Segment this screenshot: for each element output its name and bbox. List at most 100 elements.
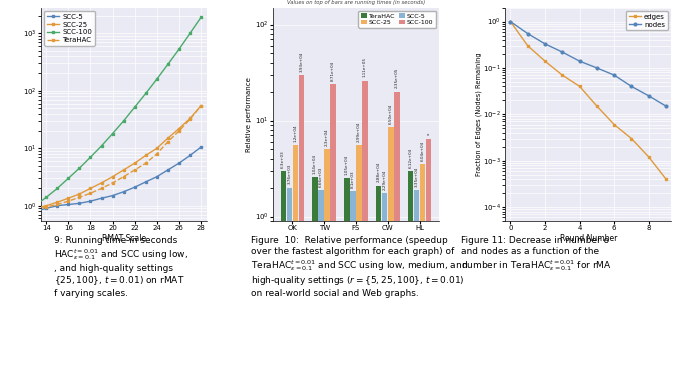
SCC-25 [108,174,117,179]
SCC-100 [175,47,183,51]
SCC-5 [175,161,183,165]
SCC-5 [131,185,139,189]
SCC-5 [75,201,83,206]
TeraHAC [64,199,73,203]
TeraHAC [186,117,194,122]
Bar [388,127,393,381]
edges [593,104,601,109]
SCC-5 [164,168,172,172]
TeraHAC [175,129,183,133]
nodes [662,104,670,109]
TeraHAC [153,152,161,156]
TeraHAC [98,186,106,191]
SCC-100 [197,15,205,19]
SCC-25 [175,126,183,131]
Bar [344,178,350,381]
SCC-5 [186,153,194,158]
Text: 1.2e+04: 1.2e+04 [294,125,298,142]
Bar [319,190,324,381]
SCC-25 [131,161,139,165]
edges [558,73,566,77]
SCC-100 [142,91,150,96]
TeraHAC [131,168,139,172]
Text: Values on top of bars are running times (in seconds): Values on top of bars are running times … [287,0,425,5]
SCC-25 [86,186,94,191]
SCC-25 [197,103,205,108]
Text: 1.11e+05: 1.11e+05 [363,58,367,77]
Bar [356,146,361,381]
TeraHAC [108,181,117,185]
Y-axis label: Fraction of Edges (Nodes) Remaining: Fraction of Edges (Nodes) Remaining [475,53,482,176]
Text: 6.50e+04: 6.50e+04 [388,104,393,124]
nodes [593,66,601,70]
edges [645,155,653,159]
SCC-100 [98,144,106,148]
nodes [627,84,635,89]
Bar [394,92,399,381]
SCC-100 [131,105,139,109]
Text: 2.88e+04: 2.88e+04 [377,162,381,182]
X-axis label: RMAT Scale: RMAT Scale [102,234,146,243]
Bar [420,164,425,381]
SCC-5 [142,179,150,184]
edges [576,84,584,89]
Line: nodes: nodes [509,20,667,107]
SCC-25 [164,136,172,141]
Text: 3.93e+04: 3.93e+04 [300,51,303,72]
nodes [523,31,532,36]
Bar [281,171,286,381]
Bar [426,139,431,381]
SCC-25 [42,203,50,208]
nodes [558,50,566,54]
TeraHAC [119,174,127,179]
TeraHAC [53,202,61,207]
TeraHAC [31,208,39,212]
TeraHAC [75,195,83,200]
edges [627,136,635,141]
Text: 8.71e+04: 8.71e+04 [331,61,335,81]
Bar [414,190,419,381]
SCC-5 [31,209,39,214]
Text: 2.29e+04: 2.29e+04 [383,170,386,190]
SCC-5 [153,174,161,179]
SCC-5 [197,145,205,149]
Bar [313,177,318,381]
Legend: TeraHAC, SCC-25, SCC-5, SCC-100: TeraHAC, SCC-25, SCC-5, SCC-100 [359,11,436,28]
nodes [576,59,584,64]
edges [662,177,670,181]
SCC-100 [64,176,73,181]
SCC-25 [98,181,106,185]
Text: 9: Running time in seconds
HAC$_{{\epsilon=0.1}}^{{t=0.01}}$ and SCC using low,
: 9: Running time in seconds HAC$_{{\epsil… [54,236,188,298]
SCC-25 [64,196,73,200]
SCC-25 [31,206,39,211]
nodes [541,42,549,46]
Text: 1.04e+04: 1.04e+04 [313,154,317,173]
Text: 3.35e+04: 3.35e+04 [414,166,418,187]
SCC-25 [53,200,61,205]
Text: 1.05e+04: 1.05e+04 [345,155,349,175]
SCC-100 [53,186,61,191]
Text: Figure  10:  Relative performance (speedup
over the fastest algorithm for each g: Figure 10: Relative performance (speedup… [251,236,468,298]
SCC-5 [42,206,50,211]
Text: 2.35e+05: 2.35e+05 [395,68,399,88]
Bar [330,84,336,381]
TeraHAC [142,161,150,165]
TeraHAC [86,191,94,195]
nodes [610,73,618,77]
Text: 3.76e+03: 3.76e+03 [287,164,292,184]
Bar [408,171,413,381]
TeraHAC [42,205,50,209]
edges [506,19,515,24]
Bar [382,193,387,381]
Bar [376,186,382,381]
nodes [645,94,653,98]
SCC-100 [186,31,194,35]
SCC-25 [75,192,83,196]
SCC-5 [53,203,61,208]
Line: SCC-100: SCC-100 [34,16,203,207]
Bar [351,191,356,381]
nodes [506,19,515,24]
SCC-5 [119,189,127,194]
edges [610,122,618,127]
Text: 6.12e+04: 6.12e+04 [409,147,412,168]
